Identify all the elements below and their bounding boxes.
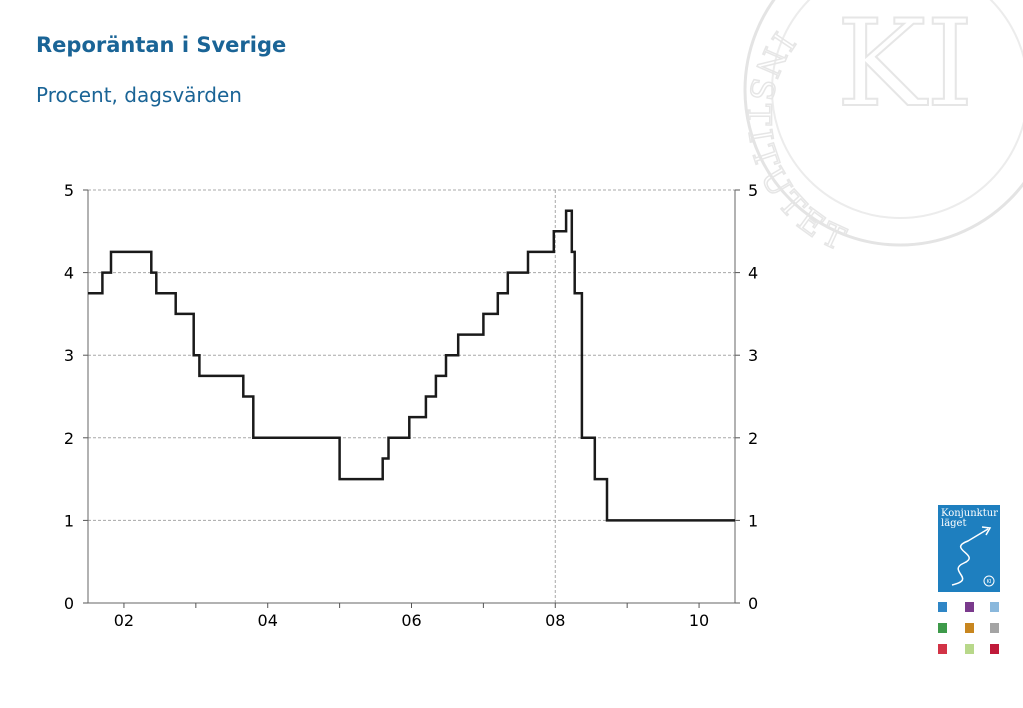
y-tick-label-left: 3 [64,346,74,365]
logo-color-square [938,623,947,633]
logo-color-square [990,644,999,654]
logo-color-square [990,623,999,633]
chart-title: Reporäntan i Sverige [36,33,287,57]
y-tick-label-right: 1 [748,511,758,530]
x-tick-label: 06 [401,611,421,630]
y-tick-label-left: 5 [64,181,74,200]
repo-rate-series [88,209,735,522]
logo-arrow-icon: KI [951,526,995,587]
logo-color-square [938,644,947,654]
logo-line-2: läget [941,518,967,529]
y-tick-label-right: 0 [748,594,758,613]
y-tick-label-left: 2 [64,429,74,448]
chart-subtitle: Procent, dagsvärden [36,83,242,107]
tick-labels: 0 0 1 1 2 2 3 3 4 4 5 5 02 04 06 08 10 [64,181,758,630]
logo-color-square [990,602,999,612]
seal-monogram: KI [836,0,973,134]
gridlines [88,189,735,603]
x-tick-label: 04 [258,611,278,630]
series-layer [88,209,735,522]
logo-color-square [965,623,974,633]
logo-color-square [938,602,947,612]
y-tick-label-right: 3 [748,346,758,365]
y-tick-label-left: 1 [64,511,74,530]
x-tick-label: 10 [689,611,709,630]
y-tick-label-left: 0 [64,594,74,613]
y-tick-label-left: 4 [64,264,74,283]
y-tick-label-right: 4 [748,264,758,283]
x-tick-label: 08 [545,611,565,630]
konjunkturlaget-logo: Konjunktur läget KI [938,505,1000,592]
y-tick-label-right: 5 [748,181,758,200]
logo-color-square [965,602,974,612]
ki-seal-watermark: KI INSTITUTET [740,0,1023,250]
axes [83,189,740,608]
y-tick-label-right: 2 [748,429,758,448]
x-tick-label: 02 [114,611,134,630]
logo-line-1: Konjunktur [941,508,998,519]
logo-color-square [965,644,974,654]
logo-badge: KI [987,579,992,585]
